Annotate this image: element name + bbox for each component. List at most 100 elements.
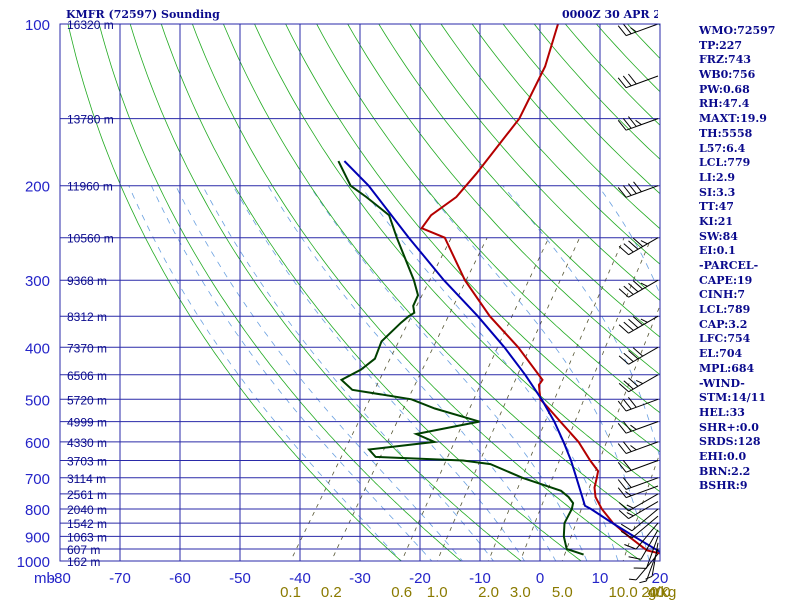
wind-barb-feather [617, 487, 627, 498]
wind-barb [617, 23, 659, 37]
wind-barb-feather [639, 580, 647, 584]
mixing-ratio-label: 0.2 [321, 584, 342, 600]
wind-barb-feather [622, 421, 632, 432]
wind-barb-feather [630, 445, 637, 451]
temp-tick-label: -40 [289, 570, 311, 587]
wind-barb-staff [628, 346, 659, 365]
height-label: 4330 m [67, 436, 107, 450]
wind-barb-feather [635, 119, 642, 126]
moist-adiabat [597, 185, 660, 296]
pressure-tick-label: 900 [25, 529, 50, 546]
wind-barb-feather [617, 77, 627, 89]
wind-barb-staff [645, 536, 659, 569]
index-item: -PARCEL- [699, 259, 759, 272]
height-label: 607 m [67, 543, 100, 557]
wind-barb [617, 460, 659, 473]
dry-adiabat [129, 24, 522, 561]
height-label: 3703 m [67, 455, 107, 469]
wind-barb-staff [631, 508, 659, 532]
wind-barb-staff [625, 75, 659, 89]
wind-barb-staff [635, 522, 659, 550]
height-label: 2561 m [67, 488, 107, 502]
index-item: EL:704 [699, 347, 743, 361]
wind-barb [618, 374, 659, 393]
wind-barb-feather [632, 347, 644, 357]
wind-barb-feather [628, 578, 637, 581]
pressure-unit-label: mb [34, 570, 55, 587]
height-label: 2040 m [67, 503, 107, 517]
wind-barb [624, 522, 659, 550]
wind-barb [617, 396, 659, 412]
wind-barb-feather [617, 25, 627, 36]
wind-barb [617, 181, 659, 198]
wind-barb-staff [625, 441, 659, 454]
wind-barb-feather [630, 27, 637, 33]
wind-barb-feather [624, 544, 637, 550]
wind-barb-feather [628, 240, 639, 250]
mixing-ratio-label: 10.0 [608, 584, 637, 600]
mixing-ratio-label: 0.1 [280, 584, 301, 600]
profile-line-1 [337, 160, 584, 556]
wind-barb-staff [625, 398, 659, 412]
wind-barb [620, 515, 659, 539]
index-item: TH:5558 [699, 126, 753, 140]
moist-adiabat [175, 185, 463, 561]
index-item: HEL:33 [699, 405, 745, 419]
mixing-ratio-label: 5.0 [552, 584, 573, 600]
moist-adiabat [267, 185, 557, 561]
wind-barb [645, 542, 659, 580]
height-label: 3114 m [67, 472, 106, 486]
moist-adiabat [232, 185, 525, 561]
indices-panel: WMO:72597 TP:227 FRZ:743 WB0:756 PW:0.68 RH:4… [699, 24, 799, 494]
index-item: MPL:684 [699, 361, 755, 375]
pressure-tick-label: 500 [25, 392, 50, 409]
index-item: LI:2.9 [699, 170, 736, 184]
index-item: BRN:2.2 [699, 464, 751, 478]
height-label: 8312 m [67, 310, 107, 324]
wind-barb [617, 441, 659, 454]
height-label: 13780 m [67, 113, 114, 127]
height-label: 6506 m [67, 369, 107, 383]
wind-barb-feather [617, 187, 627, 198]
wind-barb-feather [628, 283, 639, 293]
wind-barb-feather [620, 523, 633, 532]
wind-barb-feather [635, 379, 643, 385]
moist-adiabat [423, 185, 650, 561]
wind-barb [618, 501, 659, 520]
index-item: WMO:72597 [699, 24, 776, 37]
wind-barb-feather [618, 245, 629, 256]
wind-barb-feather [618, 509, 629, 519]
pressure-tick-label: 300 [25, 273, 50, 290]
pressure-tick-label: 700 [25, 471, 50, 488]
wind-barb-feather [620, 530, 633, 539]
temp-tick-label: 10 [592, 570, 609, 587]
wind-barb [618, 315, 659, 334]
wind-barb-feather [628, 396, 637, 408]
pressure-tick-label: 100 [25, 17, 50, 34]
moist-adiabat [360, 185, 619, 561]
wind-barb [618, 237, 659, 256]
index-item: CAPE:19 [699, 273, 753, 287]
wind-barb [617, 116, 659, 131]
wind-barb-staff [640, 529, 659, 560]
wind-barb-feather [622, 185, 632, 196]
wind-barb-staff [628, 374, 659, 393]
wind-barb-feather [628, 377, 639, 387]
wind-barb-feather [622, 398, 632, 410]
wind-barb [620, 508, 659, 532]
index-item: STM:14/11 [699, 391, 766, 405]
wind-barb-staff [625, 118, 659, 131]
wind-barb-staff [625, 421, 659, 434]
wind-barb-staff [625, 23, 659, 37]
wind-barb-staff [628, 501, 659, 520]
wind-barb [617, 73, 659, 89]
wind-barb-staff [628, 237, 659, 256]
temp-tick-label: -20 [409, 570, 431, 587]
temp-tick-label: -70 [109, 570, 131, 587]
wind-barb-feather [618, 355, 629, 365]
mixing-ratio-label: 2.0 [478, 584, 499, 600]
height-label: 5720 m [67, 393, 107, 407]
temp-tick-label: -30 [349, 570, 371, 587]
pressure-tick-label: 1000 [17, 554, 50, 571]
